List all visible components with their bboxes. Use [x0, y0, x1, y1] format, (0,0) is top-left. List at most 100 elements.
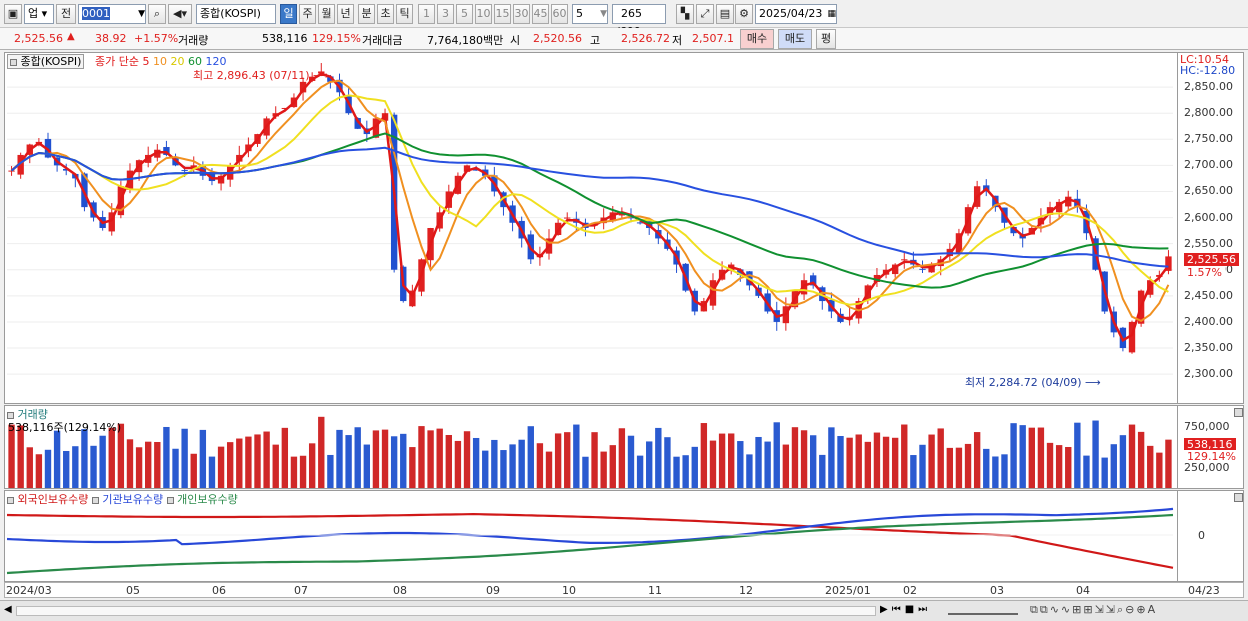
vol-tick-750000: 750,000 — [1184, 420, 1230, 433]
interval-60-button[interactable]: 60 — [551, 4, 568, 24]
volume-bar — [135, 447, 143, 488]
period-month-tab[interactable]: 월 — [318, 4, 335, 24]
zoom-slider[interactable] — [948, 607, 1018, 615]
candle — [8, 165, 15, 176]
period-second-tab[interactable]: 초 — [377, 4, 394, 24]
interval-30-button[interactable]: 30 — [513, 4, 530, 24]
volume-bar — [1092, 420, 1099, 488]
volume-bar — [308, 443, 316, 488]
volume-bar — [737, 441, 744, 488]
interval-select[interactable]: 5 ▼ — [572, 4, 608, 24]
count-field[interactable]: 265/600 — [612, 4, 666, 38]
ma-60-label: 60 — [187, 55, 202, 68]
candle — [1055, 198, 1063, 218]
volume-bar — [445, 434, 452, 488]
price-y-tick: 2,850.00 — [1184, 80, 1233, 94]
price-y-tick: 2,350.00 — [1184, 341, 1233, 355]
volume-bar — [983, 448, 990, 488]
period-year-tab[interactable]: 년 — [337, 4, 354, 24]
price-y-tick: 2,400.00 — [1184, 314, 1233, 328]
lc-label: LC:10.54 — [1180, 53, 1230, 66]
volume-bar — [1165, 439, 1172, 488]
volume-chart-panel[interactable]: 거래량 538,116주(129.14%) — [4, 405, 1178, 489]
volume-bar — [172, 448, 179, 488]
sell-button[interactable]: 매도 — [778, 29, 812, 49]
volume-bar — [800, 430, 808, 488]
volume-bar — [1074, 422, 1081, 488]
candle — [1128, 320, 1136, 354]
interval-10-button[interactable]: 10 — [475, 4, 492, 24]
volume-bar — [1101, 457, 1108, 488]
market-select[interactable]: 업 ▾ — [24, 4, 54, 24]
volume-bar — [126, 439, 134, 488]
volume-bar — [1037, 427, 1045, 488]
trend-icon[interactable]: ⤢ — [696, 4, 714, 24]
holdings-zero-tick: 0 — [1198, 529, 1205, 542]
horizontal-scrollbar[interactable] — [16, 606, 876, 616]
vol-tick-250000: 250,000 — [1184, 461, 1230, 474]
volume-bar — [345, 435, 352, 488]
candle — [217, 173, 225, 191]
x-axis-label: 04 — [1076, 584, 1090, 597]
close-icon[interactable] — [1234, 493, 1243, 502]
candle — [1165, 250, 1172, 275]
volume-bar — [873, 432, 881, 488]
chart-tools-icon[interactable]: ▚ — [676, 4, 694, 24]
save-icon[interactable]: ▤ — [716, 4, 734, 24]
interval-5-button[interactable]: 5 — [456, 4, 473, 24]
candle — [873, 267, 881, 287]
period-tick-tab[interactable]: 틱 — [396, 4, 413, 24]
price-y-tick: 2,600.00 — [1184, 210, 1233, 224]
close-icon[interactable] — [1234, 408, 1243, 417]
amount-value: 7,764,180백만 — [427, 34, 504, 47]
volume-bar — [864, 441, 872, 488]
ma-10-label: 10 — [152, 55, 167, 68]
interval-45-button[interactable]: 45 — [532, 4, 549, 24]
x-axis-label: 07 — [294, 584, 308, 597]
volume-bar — [937, 428, 944, 488]
volume-bar — [882, 436, 890, 488]
period-day-tab[interactable]: 일 — [280, 4, 297, 24]
volume-bar — [728, 433, 735, 488]
search-icon[interactable]: ⌕ — [148, 4, 166, 24]
code-input[interactable]: 0001 ▼ — [78, 4, 146, 24]
interval-15-button[interactable]: 15 — [494, 4, 511, 24]
period-week-tab[interactable]: 주 — [299, 4, 316, 24]
volume-bar — [327, 454, 334, 488]
volume-bar — [1128, 424, 1136, 488]
holdings-chart-panel[interactable]: 외국인보유수량 기관보유수량 개인보유수량 — [4, 490, 1178, 582]
prev-button[interactable]: 전 — [56, 4, 76, 24]
holdings-y-axis: 0 — [1178, 490, 1244, 582]
volume-bar — [591, 432, 598, 488]
individual-holdings-line — [6, 513, 1174, 575]
price-y-tick: 2,550.00 — [1184, 236, 1233, 250]
date-field[interactable]: 2025/04/23 ▦ — [755, 4, 837, 24]
buy-button[interactable]: 매수 — [740, 29, 774, 49]
volume-bar — [463, 431, 471, 488]
playback-controls[interactable]: ▶⏮■⏭ — [880, 604, 932, 615]
price-chart — [7, 63, 1173, 375]
sound-icon[interactable]: ◀▾ — [168, 4, 192, 24]
volume-bar — [199, 429, 207, 488]
scroll-left-icon[interactable]: ◀ — [4, 604, 12, 615]
interval-3-button[interactable]: 3 — [437, 4, 454, 24]
flat-button[interactable]: 평 — [816, 29, 836, 49]
gear-icon[interactable]: ⚙ — [735, 4, 753, 24]
volume-bar — [682, 455, 689, 488]
volume-bar — [336, 429, 343, 488]
volume-bar — [363, 444, 371, 488]
individual-legend: 개인보유수량 — [177, 493, 238, 506]
volume-bar — [372, 430, 380, 488]
volume-bar — [418, 426, 425, 488]
drawing-tools-icon[interactable]: ⧉⧉∿∿⊞⊞⇲⇲⌕⊖⊕A — [1030, 603, 1158, 616]
volume-bar — [609, 445, 616, 488]
volume-bar — [782, 444, 790, 488]
volume-bar — [891, 437, 899, 488]
period-minute-tab[interactable]: 분 — [358, 4, 375, 24]
volume-bar — [518, 439, 525, 488]
interval-1-button[interactable]: 1 — [418, 4, 435, 24]
volume-bar — [245, 436, 252, 488]
open-value: 2,520.56 — [533, 32, 582, 45]
price-chart-panel[interactable]: 종합(KOSPI) 종가 단순 5 10 20 60 120 최고 2,896.… — [4, 52, 1178, 404]
window-menu-icon[interactable]: ▣ — [4, 4, 22, 24]
